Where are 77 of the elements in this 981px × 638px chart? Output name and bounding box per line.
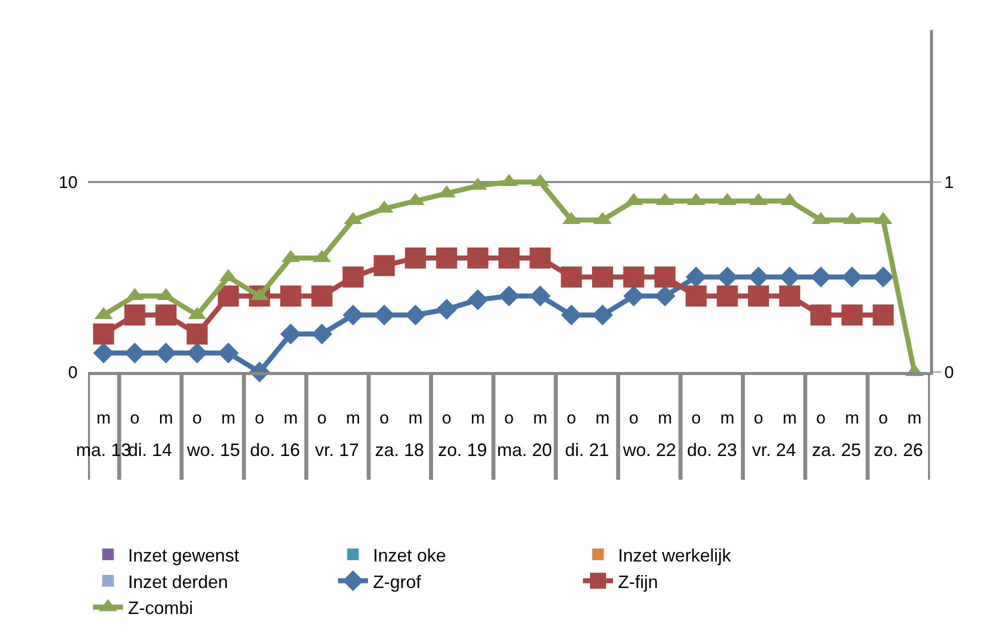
text: zo. 19 [438,440,488,460]
point [748,286,769,306]
point [686,286,707,306]
x-tick-label: o [566,408,576,428]
point [311,286,332,306]
text: wo. 22 [622,440,676,460]
point [218,286,239,306]
x-tick-label: o [691,408,701,428]
x-tick-label: m [408,408,423,428]
x-tick-label: o [629,408,638,428]
text: vr. 17 [315,440,360,460]
point [404,248,426,268]
point [716,286,738,306]
text: za. 18 [375,440,424,460]
legend-label: Z-grof [373,572,422,592]
x-tick-label: m [595,408,610,428]
y2-tick-label: 1 [944,172,954,192]
x-tick-label: o [816,408,826,428]
x-tick-label: m [907,408,922,428]
x-tick-label: m [658,408,672,428]
legend-label: Inzet derden [128,572,228,592]
point [498,248,520,268]
point [467,248,488,268]
point [342,266,364,288]
text: vr. 24 [752,440,796,460]
x-tick-label: o [380,408,389,428]
y-tick-label: 10 [58,172,78,192]
text: zo. 26 [874,440,924,460]
x-tick-label: m [782,408,797,428]
x-tick-label: m [96,408,111,428]
x-tick-label: o [317,408,327,428]
legend-label: Inzet gewenst [128,545,240,566]
point [436,248,458,268]
x-tick-label: o [192,408,202,428]
text: za. 25 [812,440,862,460]
point [186,324,208,344]
legend-label: Inzet werkelijk [618,545,732,566]
x-tick-label: o [504,408,514,428]
point [530,248,551,268]
text: di. 14 [128,440,172,460]
point [467,289,488,310]
x-tick-label: m [284,408,298,428]
x-tick-label: o [442,408,452,428]
x-tick-label: m [158,408,174,428]
x-tick-label: o [754,408,764,428]
text: wo. 15 [186,440,240,460]
point [374,255,395,276]
y2-tick-label: 0 [944,362,954,382]
x-tick-label: o [130,408,140,428]
point [779,286,800,306]
point [592,266,614,288]
x-tick-label: m [844,408,860,428]
point [280,286,302,306]
point [93,324,114,344]
point [124,304,146,326]
x-tick-label: o [878,408,888,428]
point [560,266,582,288]
x-tick-label: m [346,408,360,428]
point [654,266,676,288]
text: do. 23 [687,440,738,460]
x-tick-label: m [221,408,236,428]
point [155,304,176,326]
point [842,304,863,326]
x-tick-label: o [254,408,264,428]
text: do. 16 [250,440,300,460]
legend-label: Z-combi [128,598,194,618]
x-tick-label: m [533,408,548,428]
legend-label: Z-fijn [618,572,658,592]
point [623,266,644,288]
point [436,298,458,320]
text: di. 21 [565,440,610,460]
x-tick-label: m [470,408,485,428]
point [872,304,894,326]
legend-label: Inzet oke [373,545,446,566]
text: ma. 20 [497,440,552,460]
x-tick-label: m [720,408,734,428]
point [810,304,832,326]
